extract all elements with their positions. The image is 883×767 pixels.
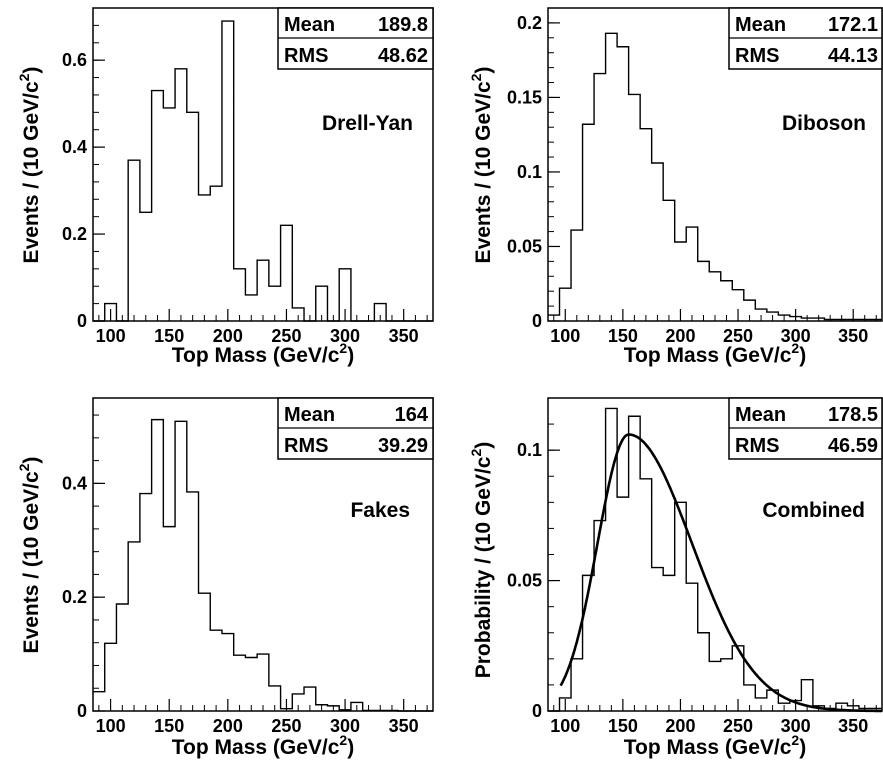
tick-labels: 100 150 200 250 300 350 0 0.2 0.4 0.6 <box>62 50 419 346</box>
stats-rms-value: 46.59 <box>828 435 878 457</box>
x-tick-label: 350 <box>838 326 868 346</box>
panel-fakes: 100 150 200 250 300 350 0 0.2 0.4 Mean 164 RMS 3… <box>16 397 434 759</box>
y-tick-label: 0.15 <box>507 87 542 107</box>
x-tick-label: 150 <box>154 326 184 346</box>
panel-drell-yan: 100 150 200 250 300 350 0 0.2 0.4 0.6 Mean 189.8 … <box>16 7 434 367</box>
x-tick-label: 200 <box>213 716 243 736</box>
y-tick-label: 0.05 <box>507 236 542 256</box>
fit-curve <box>559 433 882 713</box>
stats-rms-label: RMS <box>735 45 779 67</box>
x-tick-label: 100 <box>550 716 580 736</box>
x-tick-label: 300 <box>781 716 811 736</box>
y-axis-label: Events / (10 GeV/c2) <box>468 67 495 264</box>
y-tick-label: 0.1 <box>517 440 542 460</box>
y-axis-label: Events / (10 GeV/c2) <box>16 67 43 264</box>
stats-rms-label: RMS <box>735 435 779 457</box>
tick-labels: 100 150 200 250 300 350 0 0.05 0.1 0.15 0.2 <box>507 13 868 346</box>
stats-mean-value: 172.1 <box>828 14 878 36</box>
stats-rms-label: RMS <box>284 45 328 67</box>
panel-annotation: Diboson <box>782 112 866 135</box>
panel-annotation: Drell-Yan <box>322 112 413 135</box>
y-tick-label: 0 <box>532 311 542 331</box>
x-tick-label: 250 <box>723 716 753 736</box>
y-tick-label: 0.05 <box>507 571 542 591</box>
x-axis-label: Top Mass (GeV/c2) <box>172 732 354 759</box>
histogram-line <box>93 20 433 322</box>
stats-box: Mean 172.1 RMS 44.13 <box>728 7 883 70</box>
x-tick-label: 250 <box>271 326 301 346</box>
x-tick-label: 350 <box>389 326 419 346</box>
histogram-line <box>548 32 882 321</box>
x-tick-label: 100 <box>550 326 580 346</box>
y-tick-label: 0 <box>532 701 542 721</box>
stats-box: Mean 189.8 RMS 48.62 <box>277 7 434 70</box>
stats-rms-value: 39.29 <box>378 435 428 457</box>
tick-labels: 100 150 200 250 300 350 0 0.05 0.1 <box>507 440 868 736</box>
x-tick-label: 300 <box>330 716 360 736</box>
stats-mean-label: Mean <box>735 404 786 426</box>
tick-labels: 100 150 200 250 300 350 0 0.2 0.4 <box>62 473 419 736</box>
x-tick-label: 350 <box>389 716 419 736</box>
y-tick-label: 0.6 <box>62 50 87 70</box>
stats-mean-value: 178.5 <box>828 404 878 426</box>
panel-combined: 100 150 200 250 300 350 0 0.05 0.1 Mean 178.5 RM… <box>468 397 883 759</box>
panel-annotation: Combined <box>762 499 865 522</box>
y-tick-label: 0.2 <box>517 13 542 33</box>
stats-mean-label: Mean <box>284 14 335 36</box>
panel-diboson: 100 150 200 250 300 350 0 0.05 0.1 0.15 0.2 Mean 1… <box>468 7 883 367</box>
x-tick-label: 250 <box>271 716 301 736</box>
stats-box: Mean 178.5 RMS 46.59 <box>728 397 883 460</box>
x-tick-label: 100 <box>96 326 126 346</box>
x-tick-label: 300 <box>330 326 360 346</box>
panel-annotation: Fakes <box>350 499 410 522</box>
y-axis-label: Events / (10 GeV/c2) <box>16 457 43 654</box>
x-tick-label: 150 <box>154 716 184 736</box>
y-tick-label: 0.4 <box>62 473 87 493</box>
x-tick-label: 200 <box>213 326 243 346</box>
stats-rms-label: RMS <box>284 435 328 457</box>
x-tick-label: 150 <box>608 326 638 346</box>
y-tick-label: 0.1 <box>517 162 542 182</box>
x-tick-label: 200 <box>665 326 695 346</box>
y-tick-label: 0 <box>77 311 87 331</box>
x-axis-label: Top Mass (GeV/c2) <box>624 732 806 759</box>
x-axis-label: Top Mass (GeV/c2) <box>624 340 806 367</box>
stats-mean-label: Mean <box>735 14 786 36</box>
x-tick-label: 200 <box>665 716 695 736</box>
stats-rms-value: 48.62 <box>378 45 428 67</box>
axis-ticks <box>548 7 877 322</box>
histogram-line <box>548 407 882 712</box>
y-tick-label: 0 <box>77 701 87 721</box>
axis-ticks <box>93 414 428 712</box>
histogram-line <box>93 418 433 712</box>
stats-mean-value: 189.8 <box>378 14 428 36</box>
y-tick-label: 0.2 <box>62 587 87 607</box>
stats-box: Mean 164 RMS 39.29 <box>277 397 434 460</box>
y-tick-label: 0.4 <box>62 137 87 157</box>
x-tick-label: 100 <box>96 716 126 736</box>
x-tick-label: 300 <box>781 326 811 346</box>
y-tick-label: 0.2 <box>62 224 87 244</box>
x-tick-label: 350 <box>838 716 868 736</box>
stats-rms-value: 44.13 <box>828 45 878 67</box>
x-tick-label: 250 <box>723 326 753 346</box>
y-axis-label: Probability / (10 GeV/c2) <box>468 442 495 679</box>
x-axis-label: Top Mass (GeV/c2) <box>172 340 354 367</box>
stats-mean-value: 164 <box>395 404 429 426</box>
x-tick-label: 150 <box>608 716 638 736</box>
stats-mean-label: Mean <box>284 404 335 426</box>
